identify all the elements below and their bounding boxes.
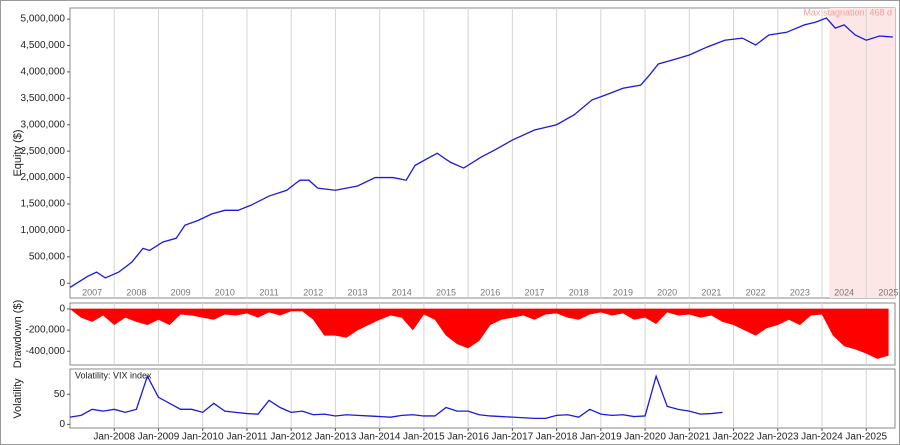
y-tick-label: -400,000 xyxy=(26,346,66,357)
y-axis-title: Equity ($) xyxy=(12,129,24,176)
y-tick-label: -200,000 xyxy=(26,325,66,336)
x-tick-label: 2011 xyxy=(259,287,278,297)
stagnation-label: Max stagnation: 468 d xyxy=(803,7,892,17)
drawdown-area xyxy=(70,308,889,359)
x-tick-label: 2020 xyxy=(657,287,677,297)
plot-area: Max stagnation: 468 d xyxy=(70,7,895,298)
y-tick-label: 2,500,000 xyxy=(21,146,66,157)
x-tick-label: 2008 xyxy=(126,287,146,297)
x-tick-label: Jan-2014 xyxy=(359,432,401,443)
y-tick-label: 0 xyxy=(59,278,65,289)
x-tick-label: Jan-2008 xyxy=(93,432,135,443)
x-tick-label: Jan-2015 xyxy=(403,432,445,443)
x-tick-label: 2017 xyxy=(524,287,544,297)
x-tick-label: 2014 xyxy=(392,287,412,297)
y-tick-label: 1,500,000 xyxy=(21,199,66,210)
y-tick-label: 0 xyxy=(59,419,65,430)
x-tick-label: 2023 xyxy=(790,287,810,297)
x-tick-label: 2010 xyxy=(215,287,235,297)
x-tick-label: 2018 xyxy=(569,287,589,297)
x-tick-label: Jan-2019 xyxy=(580,432,622,443)
x-tick-label: 2019 xyxy=(613,287,633,297)
y-tick-label: 3,000,000 xyxy=(21,119,66,130)
x-tick-label: 2009 xyxy=(171,287,191,297)
x-tick-label: Jan-2018 xyxy=(536,432,578,443)
y-tick-label: 0 xyxy=(59,304,65,315)
x-tick-label: 2007 xyxy=(82,287,102,297)
y-tick-label: 50 xyxy=(54,389,66,400)
x-tick-label: 2016 xyxy=(480,287,500,297)
series-line xyxy=(70,17,893,288)
plot-area xyxy=(70,303,889,365)
x-tick-label: Jan-2024 xyxy=(801,432,843,443)
plot-frame xyxy=(69,7,896,299)
x-tick-label: Jan-2021 xyxy=(668,432,710,443)
x-tick-label: Jan-2020 xyxy=(624,432,666,443)
x-tick-label: Jan-2016 xyxy=(447,432,489,443)
stagnation-band xyxy=(829,8,895,298)
x-tick-label: Jan-2022 xyxy=(713,432,755,443)
x-tick-label: Jan-2023 xyxy=(757,432,799,443)
y-axis-title: Volatility xyxy=(12,378,24,419)
x-tick-label: Jan-2013 xyxy=(315,432,357,443)
plot-frame xyxy=(69,368,896,429)
x-tick-label: 2022 xyxy=(746,287,766,297)
x-tick-label: Jan-2009 xyxy=(138,432,180,443)
x-tick-label: Jan-2025 xyxy=(845,432,887,443)
y-tick-label: 5,000,000 xyxy=(21,14,66,25)
x-tick-label: 2021 xyxy=(701,287,721,297)
y-tick-label: 3,500,000 xyxy=(21,93,66,104)
x-tick-label: Jan-2010 xyxy=(182,432,224,443)
plot-area xyxy=(70,369,867,428)
y-axis-title: Drawdown ($) xyxy=(12,300,24,368)
series-line xyxy=(70,374,723,420)
x-tick-label: Jan-2017 xyxy=(492,432,534,443)
y-tick-label: 4,000,000 xyxy=(21,67,66,78)
y-tick-label: 4,500,000 xyxy=(21,40,66,51)
x-tick-label: Jan-2011 xyxy=(226,432,267,443)
x-tick-label: 2013 xyxy=(348,287,368,297)
legend-label: Volatility: VIX index xyxy=(75,370,152,380)
x-tick-label: 2024 xyxy=(834,287,854,297)
y-tick-label: 500,000 xyxy=(29,251,66,262)
y-tick-label: 2,000,000 xyxy=(21,172,66,183)
x-tick-label: 2015 xyxy=(436,287,456,297)
x-tick-label: Jan-2012 xyxy=(270,432,312,443)
y-tick-label: 1,000,000 xyxy=(21,225,66,236)
x-tick-label: 2012 xyxy=(303,287,323,297)
x-tick-label: 2025 xyxy=(878,287,898,297)
